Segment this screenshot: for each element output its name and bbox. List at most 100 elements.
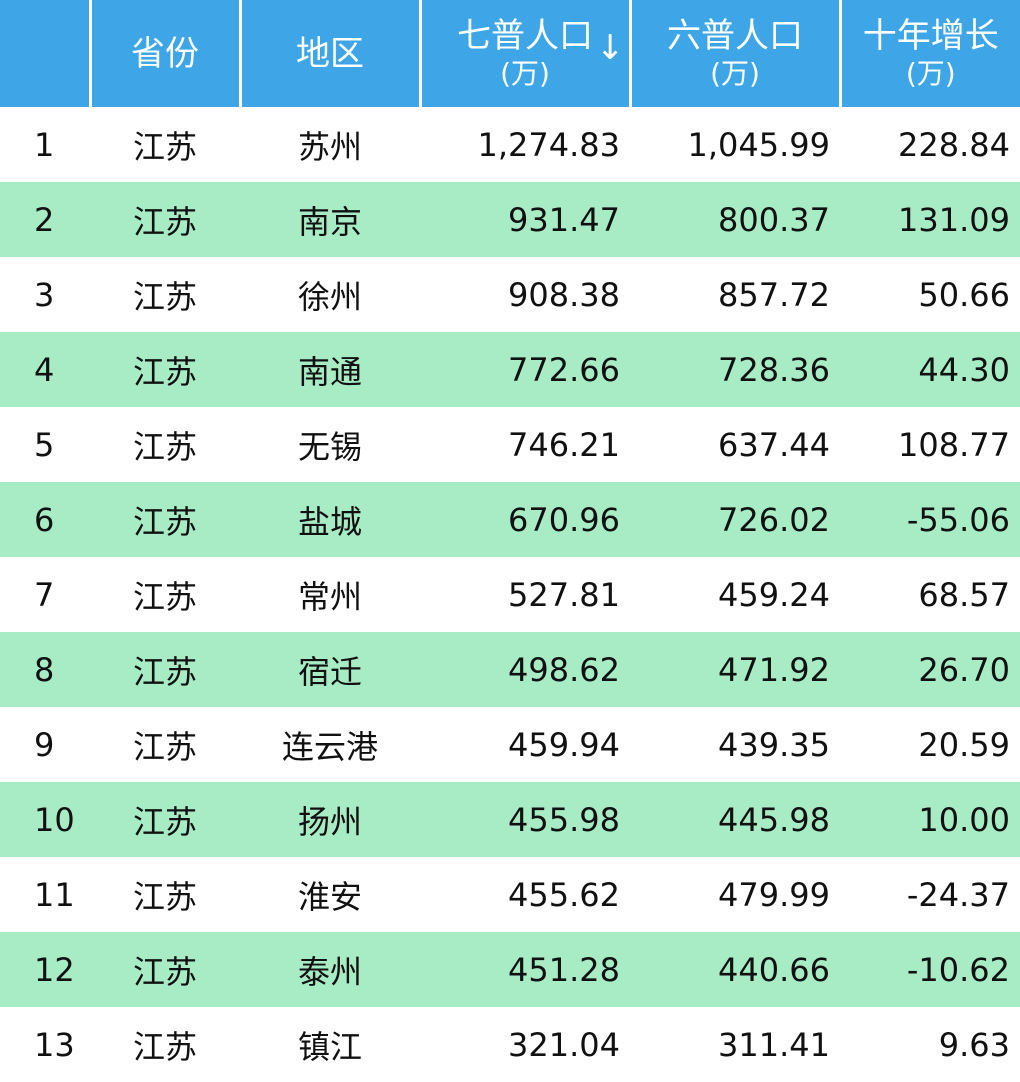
cell-region: 南京	[240, 182, 420, 257]
cell-pop7: 321.04	[420, 1007, 630, 1082]
cell-pop6: 800.37	[630, 182, 840, 257]
cell-pop7: 931.47	[420, 182, 630, 257]
cell-rank: 7	[0, 557, 90, 632]
cell-growth: 131.09	[840, 182, 1020, 257]
cell-region: 苏州	[240, 107, 420, 182]
cell-rank: 1	[0, 107, 90, 182]
cell-pop6: 471.92	[630, 632, 840, 707]
cell-region: 宿迁	[240, 632, 420, 707]
cell-rank: 8	[0, 632, 90, 707]
cell-province: 江苏	[90, 1007, 240, 1082]
cell-growth: 68.57	[840, 557, 1020, 632]
cell-growth: -55.06	[840, 482, 1020, 557]
cell-growth: 9.63	[840, 1007, 1020, 1082]
cell-pop7: 459.94	[420, 707, 630, 782]
cell-rank: 11	[0, 857, 90, 932]
cell-pop6: 445.98	[630, 782, 840, 857]
cell-growth: 108.77	[840, 407, 1020, 482]
cell-pop6: 459.24	[630, 557, 840, 632]
cell-region: 泰州	[240, 932, 420, 1007]
header-pop7[interactable]: 七普人口 (万) ↓	[420, 0, 630, 107]
cell-pop6: 479.99	[630, 857, 840, 932]
cell-rank: 12	[0, 932, 90, 1007]
cell-province: 江苏	[90, 632, 240, 707]
cell-pop7: 455.98	[420, 782, 630, 857]
header-rank	[0, 0, 90, 107]
cell-rank: 9	[0, 707, 90, 782]
cell-province: 江苏	[90, 182, 240, 257]
cell-pop7: 498.62	[420, 632, 630, 707]
cell-pop7: 772.66	[420, 332, 630, 407]
cell-rank: 2	[0, 182, 90, 257]
cell-region: 常州	[240, 557, 420, 632]
cell-province: 江苏	[90, 857, 240, 932]
cell-region: 淮安	[240, 857, 420, 932]
cell-province: 江苏	[90, 107, 240, 182]
cell-growth: 228.84	[840, 107, 1020, 182]
cell-growth: 50.66	[840, 257, 1020, 332]
header-pop7-label: 七普人口	[457, 16, 593, 56]
cell-region: 徐州	[240, 257, 420, 332]
cell-rank: 4	[0, 332, 90, 407]
header-pop6-unit: (万)	[632, 56, 839, 92]
sort-descending-icon[interactable]: ↓	[596, 28, 625, 68]
cell-province: 江苏	[90, 482, 240, 557]
cell-region: 连云港	[240, 707, 420, 782]
header-growth-unit: (万)	[842, 56, 1020, 92]
cell-rank: 3	[0, 257, 90, 332]
cell-pop6: 728.36	[630, 332, 840, 407]
cell-growth: 26.70	[840, 632, 1020, 707]
cell-growth: 10.00	[840, 782, 1020, 857]
cell-province: 江苏	[90, 332, 240, 407]
header-growth[interactable]: 十年增长 (万)	[840, 0, 1020, 107]
cell-growth: -24.37	[840, 857, 1020, 932]
cell-region: 盐城	[240, 482, 420, 557]
cell-rank: 6	[0, 482, 90, 557]
cell-region: 无锡	[240, 407, 420, 482]
cell-pop7: 746.21	[420, 407, 630, 482]
cell-province: 江苏	[90, 557, 240, 632]
cell-province: 江苏	[90, 782, 240, 857]
header-region[interactable]: 地区	[240, 0, 420, 107]
cell-growth: -10.62	[840, 932, 1020, 1007]
cell-growth: 20.59	[840, 707, 1020, 782]
cell-pop7: 527.81	[420, 557, 630, 632]
cell-pop6: 439.35	[630, 707, 840, 782]
header-row: 省份 地区 七普人口 (万) ↓ 六普人口 (万) 十年增长 (万)	[0, 0, 1020, 107]
header-pop6[interactable]: 六普人口 (万)	[630, 0, 840, 107]
cell-growth: 44.30	[840, 332, 1020, 407]
cell-pop6: 857.72	[630, 257, 840, 332]
cell-pop7: 908.38	[420, 257, 630, 332]
cell-region: 南通	[240, 332, 420, 407]
cell-rank: 10	[0, 782, 90, 857]
header-province[interactable]: 省份	[90, 0, 240, 107]
cell-region: 扬州	[240, 782, 420, 857]
cell-pop7: 455.62	[420, 857, 630, 932]
header-growth-label: 十年增长	[863, 16, 999, 56]
cell-pop6: 311.41	[630, 1007, 840, 1082]
header-pop6-label: 六普人口	[667, 16, 803, 56]
cell-province: 江苏	[90, 407, 240, 482]
cell-pop6: 637.44	[630, 407, 840, 482]
cell-pop7: 670.96	[420, 482, 630, 557]
cell-rank: 5	[0, 407, 90, 482]
cell-pop7: 451.28	[420, 932, 630, 1007]
cell-pop7: 1,274.83	[420, 107, 630, 182]
cell-rank: 13	[0, 1007, 90, 1082]
cell-province: 江苏	[90, 707, 240, 782]
cell-province: 江苏	[90, 257, 240, 332]
cell-pop6: 440.66	[630, 932, 840, 1007]
